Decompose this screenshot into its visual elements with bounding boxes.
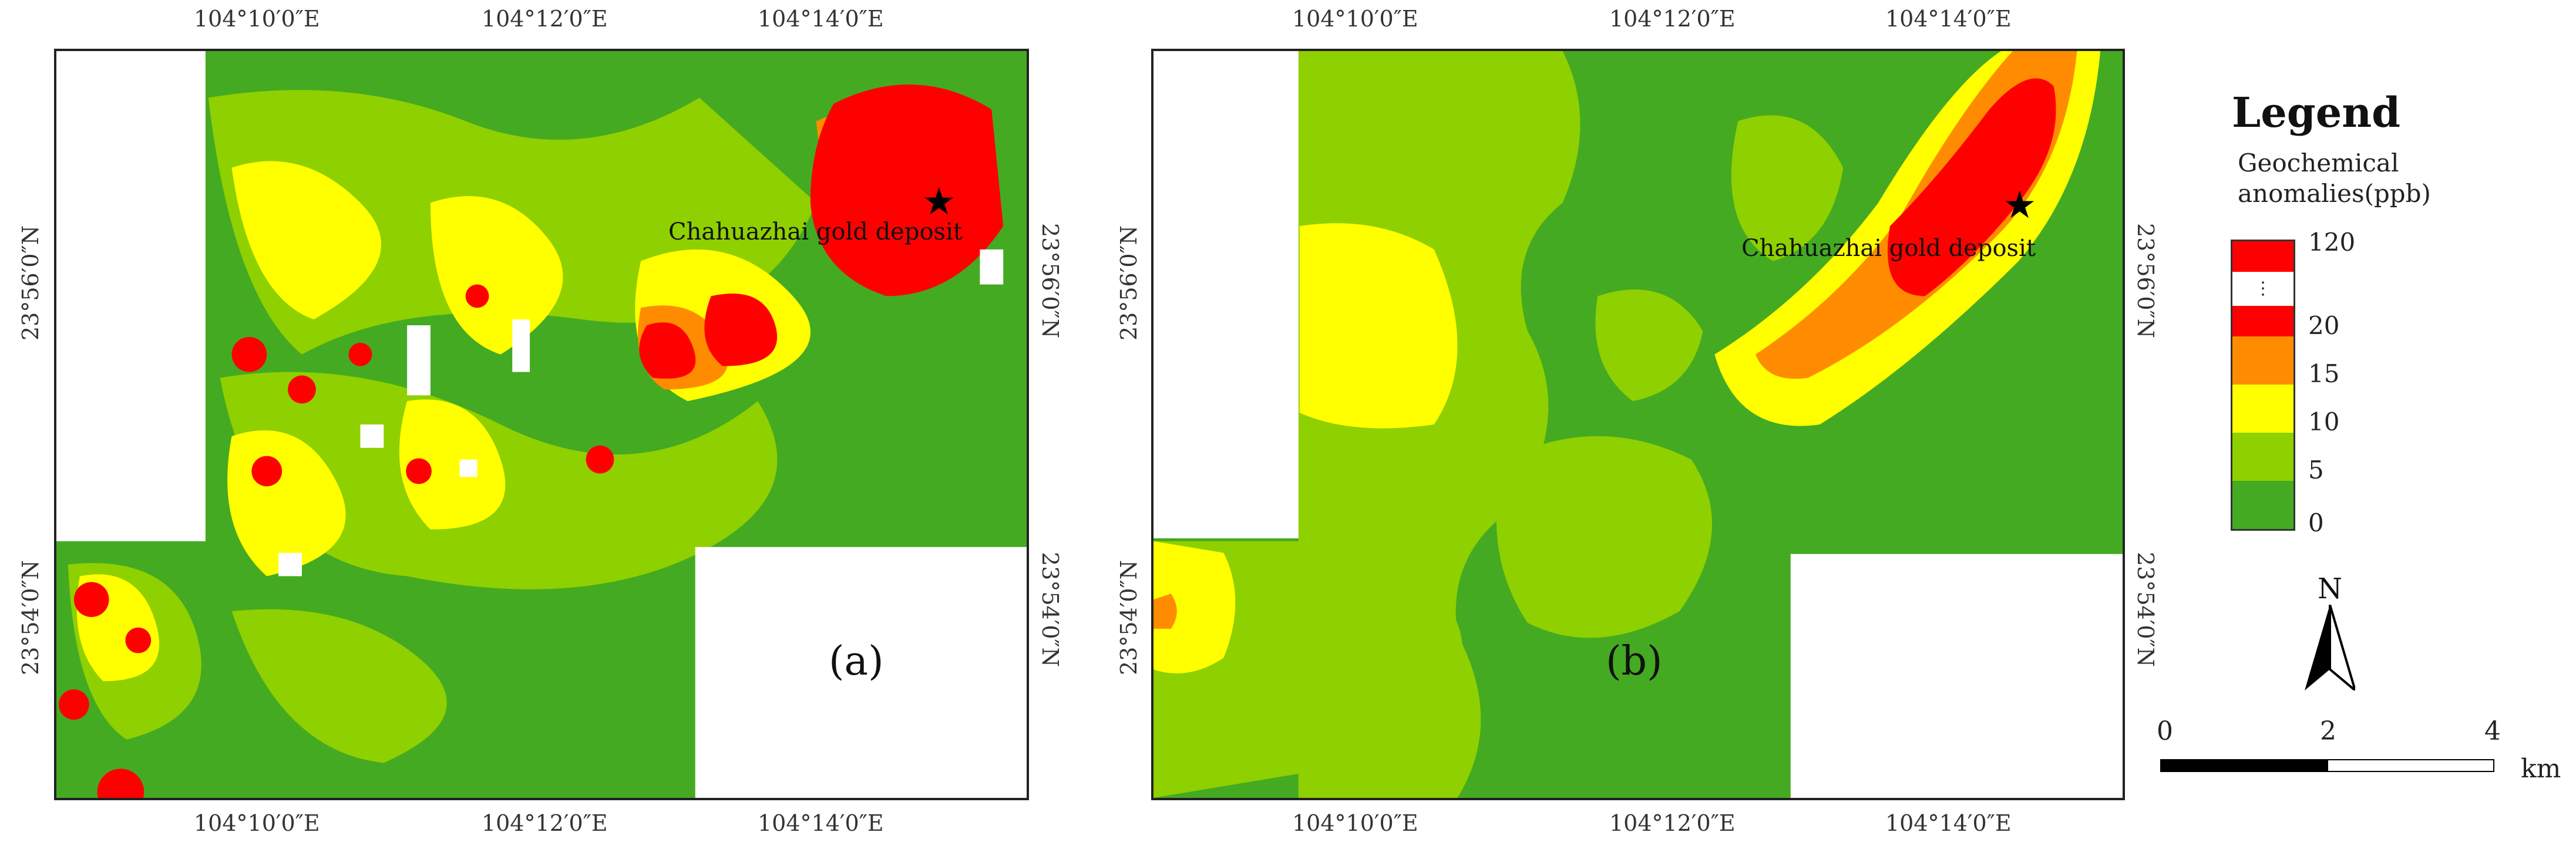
panel-a-top-tick-3: 104°14′0″E [758,6,884,32]
deposit-star-icon-b: ★ [2003,184,2037,227]
legend-value-5: 5 [2308,456,2324,484]
panel-b-left-tick-1: 23°56′0″N [1116,225,1142,341]
legend-swatch-5-10 [2232,433,2293,481]
anomaly-raster-b [1154,51,2123,798]
legend-swatch-0-5 [2232,481,2293,529]
panel-b-bottom-tick-3: 104°14′0″E [1885,810,2012,836]
panel-b-top-tick-3: 104°14′0″E [1885,6,2012,32]
legend-color-ramp: ⋮ [2231,240,2295,531]
panel-b-left-tick-2: 23°54′0″N [1116,560,1142,675]
panel-a-bottom-tick-3: 104°14′0″E [758,810,884,836]
legend-swatch-15-20 [2232,336,2293,385]
legend-subtitle-line-1: Geochemical [2238,149,2399,177]
panel-a-right-tick-1: 23°56′0″N [1037,223,1063,338]
panel-b-right-tick-1: 23°56′0″N [2133,223,2158,338]
panel-b-label: (b) [1606,638,1663,685]
panel-a-label: (a) [829,638,884,685]
scale-label-0: 0 [2157,716,2173,746]
deposit-label-b: Chahuazhai gold deposit [1741,235,2036,262]
panel-a-left-tick-1: 23°56′0″N [18,225,43,341]
legend-subtitle-line-2: anomalies(ppb) [2238,179,2431,208]
north-arrow-icon [2305,605,2355,690]
panel-b-top-tick-2: 104°12′0″E [1609,6,1736,32]
legend-value-0: 0 [2308,508,2324,537]
legend-value-10: 10 [2308,407,2340,436]
legend-swatch-20 [2232,306,2293,336]
legend-swatch-gap: ⋮ [2232,272,2293,306]
map-panel-a: (a) [54,49,1029,800]
panel-a-left-tick-2: 23°54′0″N [18,560,43,675]
scale-bar [2160,759,2494,772]
deposit-label-a: Chahuazhai gold deposit [668,218,963,245]
panel-a-bottom-tick-2: 104°12′0″E [482,810,608,836]
deposit-star-icon-a: ★ [922,180,956,224]
scale-label-4: 4 [2484,716,2501,746]
legend-value-15: 15 [2308,359,2340,388]
legend-swatch-high [2232,241,2293,272]
panel-b-bottom-tick-2: 104°12′0″E [1609,810,1736,836]
legend-swatch-10-15 [2232,385,2293,433]
panel-b-bottom-tick-1: 104°10′0″E [1292,810,1418,836]
panel-b-right-tick-2: 23°54′0″N [2133,552,2158,667]
legend-value-120: 120 [2308,228,2356,257]
map-panel-b: (b) [1151,49,2125,800]
panel-b-top-tick-1: 104°10′0″E [1292,6,1418,32]
panel-a-bottom-tick-1: 104°10′0″E [194,810,320,836]
legend-subtitle: Geochemical anomalies(ppb) [2238,148,2461,209]
panel-a-right-tick-2: 23°54′0″N [1037,552,1063,667]
panel-a-top-tick-1: 104°10′0″E [194,6,320,32]
scale-label-2: 2 [2320,716,2336,746]
anomaly-raster-a [56,51,1027,798]
legend-value-20: 20 [2308,311,2340,340]
panel-a-top-tick-2: 104°12′0″E [482,6,608,32]
legend-title: Legend [2232,88,2401,137]
north-letter: N [2318,572,2342,605]
scale-unit: km [2521,754,2561,784]
